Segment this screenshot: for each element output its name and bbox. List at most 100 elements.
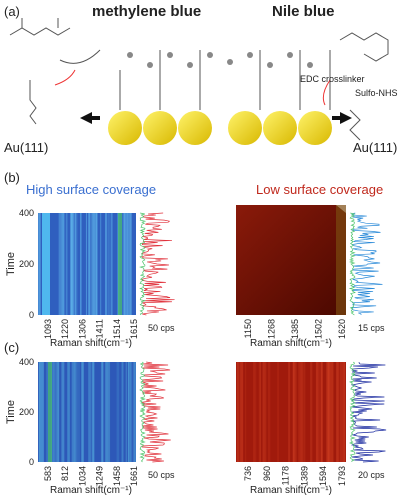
stripe xyxy=(71,213,75,315)
x-tick-label: 1385 xyxy=(290,319,300,339)
y-tick-label: 0 xyxy=(29,457,34,467)
stripe xyxy=(75,362,78,462)
stripe xyxy=(116,362,120,462)
stripe xyxy=(42,362,44,462)
stripe xyxy=(38,362,41,462)
stripe xyxy=(268,362,271,462)
x-tick-label: 1150 xyxy=(243,319,253,338)
stripe xyxy=(130,213,132,315)
stripe xyxy=(130,362,132,462)
x-tick-label: 1306 xyxy=(77,319,87,339)
panel-label: (a) xyxy=(4,4,20,19)
stripe xyxy=(110,213,113,315)
stripe xyxy=(81,362,84,462)
x-tick-label: 1458 xyxy=(112,466,122,486)
stripe xyxy=(39,213,41,315)
stripe xyxy=(126,213,130,315)
stripe xyxy=(99,213,102,315)
stripe xyxy=(258,362,261,462)
side xyxy=(336,205,346,315)
stripe xyxy=(259,362,261,462)
x-tick-label: 1661 xyxy=(129,466,139,486)
x-tick-label: 1411 xyxy=(95,319,105,338)
x-tick-label: 1093 xyxy=(43,319,53,339)
stripe xyxy=(92,362,95,462)
stripe xyxy=(121,362,124,462)
molecules xyxy=(9,18,389,141)
stripe xyxy=(85,213,87,315)
x-tick-label: 1620 xyxy=(337,319,347,339)
stripe xyxy=(330,362,333,462)
substrate-label: Au(111) xyxy=(353,140,397,155)
stripe xyxy=(328,362,331,462)
trace xyxy=(141,361,171,463)
stripe xyxy=(239,362,243,462)
stripe xyxy=(117,213,119,315)
stripe xyxy=(39,362,41,462)
stripe xyxy=(62,213,65,315)
x-tick-label: 1389 xyxy=(299,466,309,486)
x-tick-label: 1594 xyxy=(318,466,328,486)
scale-label: 20 cps xyxy=(358,470,385,480)
stripe xyxy=(128,213,131,315)
trace xyxy=(141,212,175,316)
stripe xyxy=(320,362,323,462)
stripe xyxy=(52,362,55,462)
trace xyxy=(139,361,147,463)
stripe xyxy=(105,213,107,315)
stripe xyxy=(54,362,56,462)
stripe xyxy=(127,213,129,315)
y-tick-label: 400 xyxy=(19,208,34,218)
x-tick-label: 1178 xyxy=(281,466,291,485)
stripe xyxy=(298,362,301,462)
stripe xyxy=(74,213,77,315)
stripe xyxy=(292,362,295,462)
stripe xyxy=(133,362,136,462)
stripe xyxy=(104,362,108,462)
scale-label: 50 cps xyxy=(148,470,175,480)
x-tick-label: 1514 xyxy=(112,319,122,339)
stripe xyxy=(88,362,91,462)
trace xyxy=(348,361,357,463)
stripe xyxy=(56,362,60,462)
stripe xyxy=(88,213,91,315)
stripe xyxy=(288,362,291,462)
stripe xyxy=(74,362,76,462)
axis-label: Raman shift(cm⁻¹) xyxy=(250,338,332,349)
band xyxy=(118,213,122,315)
stripe xyxy=(96,213,98,315)
stripe xyxy=(38,213,41,315)
stripe xyxy=(39,362,43,462)
stripe xyxy=(339,362,343,462)
y-tick-label: 0 xyxy=(29,310,34,320)
stripe xyxy=(254,362,257,462)
stripe xyxy=(65,213,68,315)
scale-label: 50 cps xyxy=(148,323,175,333)
stripe xyxy=(295,362,297,462)
stripe xyxy=(61,213,65,315)
stripe xyxy=(79,213,82,315)
stripe xyxy=(241,362,244,462)
stripe xyxy=(336,362,340,462)
x-tick-label: 1034 xyxy=(77,466,87,486)
stripe xyxy=(277,362,279,462)
band xyxy=(42,213,50,315)
red-arrows xyxy=(54,69,331,106)
stripe xyxy=(74,213,78,315)
stripe xyxy=(245,362,247,462)
axis-label: Time xyxy=(5,252,17,276)
axis-label: Raman shift(cm⁻¹) xyxy=(50,338,132,349)
stripe xyxy=(87,362,91,462)
stripe xyxy=(125,362,128,462)
scale-label: 15 cps xyxy=(358,323,385,333)
stripe xyxy=(38,213,41,315)
stripe xyxy=(294,362,296,462)
stripe xyxy=(107,362,111,462)
stripe xyxy=(129,362,133,462)
stripe xyxy=(326,362,330,462)
stripe xyxy=(237,362,239,462)
y-tick-label: 200 xyxy=(19,407,34,417)
stripe xyxy=(304,362,306,462)
stripe xyxy=(327,362,329,462)
stripe xyxy=(91,362,95,462)
